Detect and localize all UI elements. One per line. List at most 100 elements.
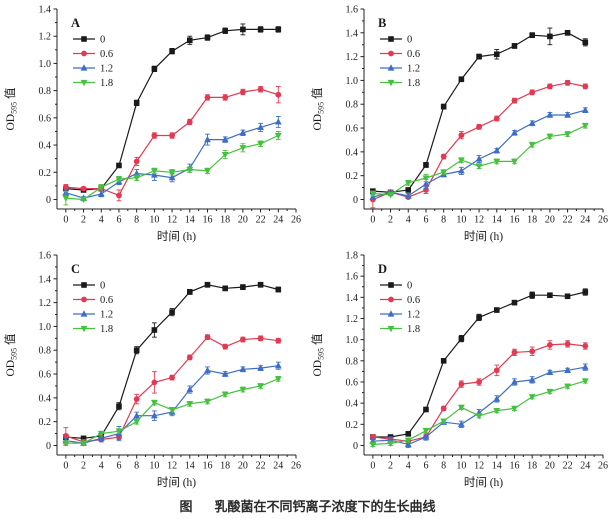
legend-item-0: 0 bbox=[380, 35, 412, 46]
square-marker bbox=[529, 292, 535, 299]
x-tick-label: 10 bbox=[456, 215, 466, 226]
triangle-down-marker bbox=[133, 175, 141, 182]
svg-text:OD595 值: OD595 值 bbox=[311, 333, 326, 377]
triangle-down-marker bbox=[115, 428, 123, 435]
square-marker bbox=[493, 307, 500, 313]
circle-marker bbox=[222, 94, 229, 101]
y-tick-label: 1.4 bbox=[39, 5, 52, 16]
x-tick-label: 2 bbox=[81, 215, 86, 226]
triangle-up-marker bbox=[133, 412, 141, 419]
circle-marker bbox=[440, 153, 447, 160]
square-marker bbox=[476, 314, 482, 321]
square-marker bbox=[458, 335, 465, 342]
circle-marker bbox=[529, 348, 536, 355]
square-marker bbox=[476, 53, 482, 60]
series-1.8 bbox=[369, 378, 589, 449]
circle-marker bbox=[81, 296, 87, 303]
triangle-up-marker bbox=[274, 118, 282, 125]
x-tick-label: 8 bbox=[134, 215, 139, 226]
square-marker bbox=[186, 289, 193, 295]
triangle-down-marker bbox=[274, 376, 282, 383]
legend: 0 0.6 1.2 1.8 bbox=[73, 35, 113, 89]
square-marker bbox=[204, 34, 211, 41]
legend-label: 1.2 bbox=[407, 64, 420, 75]
y-tick-label: 1.6 bbox=[39, 251, 52, 262]
triangle-up-marker bbox=[422, 433, 430, 440]
x-tick-label: 24 bbox=[580, 215, 590, 226]
square-marker bbox=[493, 51, 500, 58]
legend-item-0.6: 0.6 bbox=[73, 49, 113, 60]
circle-marker bbox=[81, 50, 87, 57]
x-tick-label: 0 bbox=[63, 215, 68, 226]
legend-item-1.2: 1.2 bbox=[380, 64, 420, 75]
x-tick-label: 22 bbox=[256, 215, 266, 226]
x-tick-label: 10 bbox=[456, 461, 466, 472]
triangle-up-marker bbox=[204, 366, 211, 374]
x-tick-label: 0 bbox=[370, 215, 375, 226]
x-tick-label: 26 bbox=[598, 461, 608, 472]
circle-marker bbox=[151, 379, 158, 386]
triangle-down-marker bbox=[62, 440, 70, 447]
triangle-down-marker bbox=[581, 123, 589, 130]
legend-item-1.8: 1.8 bbox=[73, 324, 113, 335]
legend-label: 0 bbox=[100, 281, 105, 292]
triangle-up-marker bbox=[511, 378, 518, 385]
x-tick-label: 18 bbox=[527, 215, 537, 226]
triangle-up-marker bbox=[581, 363, 589, 370]
circle-marker bbox=[511, 97, 518, 104]
axes bbox=[363, 255, 603, 456]
legend-label: 1.2 bbox=[100, 64, 113, 75]
triangle-down-marker bbox=[204, 168, 211, 175]
triangle-down-marker bbox=[404, 180, 412, 187]
legend-label: 1.8 bbox=[407, 324, 420, 335]
y-tick-label: 0.2 bbox=[39, 168, 52, 179]
x-tick-label: 2 bbox=[388, 461, 393, 472]
legend-label: 0.6 bbox=[407, 49, 420, 60]
legend-item-0.6: 0.6 bbox=[73, 295, 113, 306]
circle-marker bbox=[186, 119, 193, 125]
y-tick-label: 0.8 bbox=[346, 100, 359, 111]
y-tick-label: 1.2 bbox=[39, 298, 52, 309]
x-tick-label: 20 bbox=[545, 215, 555, 226]
triangle-down-marker bbox=[80, 196, 87, 204]
subplot-b: 0 2 4 6 8 10 12 14 16 18 20 22 24 2600.20.40.60.81.01… bbox=[311, 5, 608, 244]
circle-marker bbox=[493, 367, 500, 374]
circle-marker bbox=[275, 337, 282, 344]
x-tick-label: 26 bbox=[598, 215, 608, 226]
y-tick-label: 0.2 bbox=[39, 417, 52, 428]
triangle-down-marker bbox=[168, 407, 176, 414]
subplot-c: 0 2 4 6 8 10 12 14 16 18 20 22 24 2600.20.40.60.81.01… bbox=[4, 251, 301, 490]
y-tick-label: 0.8 bbox=[346, 356, 359, 367]
triangle-down-marker bbox=[239, 145, 247, 152]
y-tick-label: 1.4 bbox=[346, 293, 359, 304]
x-tick-label: 26 bbox=[291, 461, 301, 472]
triangle-up-marker bbox=[221, 370, 229, 377]
triangle-down-marker bbox=[387, 440, 394, 448]
triangle-down-marker bbox=[239, 386, 247, 394]
series-1.8 bbox=[62, 375, 282, 447]
square-marker bbox=[257, 281, 264, 288]
square-marker bbox=[116, 162, 122, 169]
triangle-down-marker bbox=[257, 383, 264, 390]
x-tick-label: 26 bbox=[291, 215, 301, 226]
square-marker bbox=[151, 66, 158, 72]
y-tick-label: 0 bbox=[46, 195, 51, 206]
legend-label: 1.8 bbox=[100, 324, 113, 335]
triangle-down-marker bbox=[511, 158, 518, 166]
legend-label: 1.2 bbox=[407, 310, 420, 321]
y-tick-label: 1.0 bbox=[346, 76, 359, 87]
subplot-a: 0 2 4 6 8 10 12 14 16 18 20 22 24 2600.20.40.60.81.01… bbox=[4, 5, 301, 244]
x-tick-label: 24 bbox=[273, 461, 283, 472]
svg-text:OD595 值: OD595 值 bbox=[4, 87, 19, 131]
triangle-down-marker bbox=[186, 166, 194, 174]
y-axis-ticks: 0 0.2 0.4 0.6 0.8 1.0 1.2 1.4 1.6 bbox=[39, 251, 57, 452]
y-tick-label: 1.2 bbox=[346, 52, 359, 63]
legend: 0 0.6 1.2 1.8 bbox=[73, 281, 113, 335]
circle-marker bbox=[257, 335, 264, 342]
triangle-down-marker bbox=[581, 378, 589, 385]
y-tick-label: 0.4 bbox=[346, 399, 359, 410]
triangle-up-marker bbox=[581, 106, 589, 113]
legend: 0 0.6 1.2 1.8 bbox=[380, 281, 420, 335]
circle-marker bbox=[80, 185, 87, 192]
x-tick-label: 22 bbox=[563, 461, 573, 472]
